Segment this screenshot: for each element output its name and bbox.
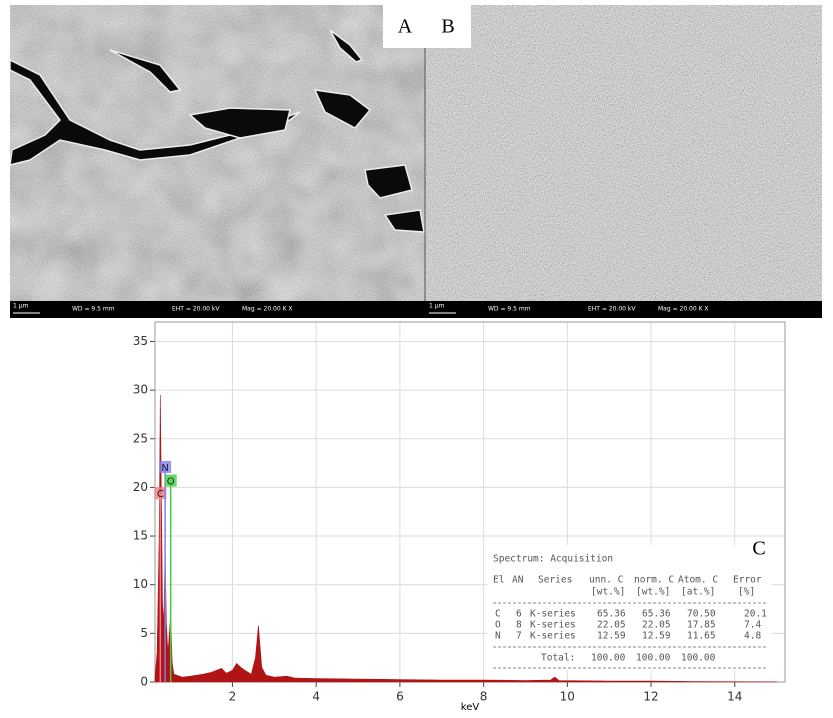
x-axis-label: keV [461, 702, 480, 713]
table-unit: [wt.%] [636, 587, 670, 598]
y-tick-label: 15 [133, 529, 148, 543]
table-cell: 12.59 [642, 631, 671, 642]
sem-eht: EHT = 20.00 kV [588, 306, 636, 313]
panel-label: B [441, 16, 454, 38]
sem-relief [10, 5, 425, 301]
sem-wd: WD = 9.5 mm [488, 306, 531, 313]
table-cell: C [495, 609, 501, 620]
table-title: Spectrum: Acquisition [493, 554, 613, 565]
x-tick-label: 10 [560, 690, 575, 704]
table-header: Error [733, 575, 762, 586]
table-cell: 65.36 [642, 609, 671, 620]
sem-scale: 1 µm [429, 303, 445, 310]
table-cell: K-series [530, 609, 576, 620]
table-cell: K-series [530, 631, 576, 642]
x-tick-label: 6 [396, 690, 404, 704]
y-tick-label: 20 [133, 480, 148, 494]
element-label: N [161, 463, 168, 474]
table-header: norm. C [634, 575, 674, 586]
x-tick-label: 4 [312, 690, 320, 704]
table-cell: 6 [516, 609, 522, 620]
panel-label: C [752, 538, 765, 560]
table-header: AN [512, 575, 524, 586]
table-cell: N [495, 631, 501, 642]
table-header: El [493, 575, 504, 586]
sem-images [10, 5, 822, 318]
table-header: unn. C [589, 575, 623, 586]
sem-mag: Mag = 20.00 K X [242, 306, 293, 313]
element-label: O [167, 477, 175, 488]
table-cell: 22.05 [642, 620, 671, 631]
table-cell: 11.65 [687, 631, 716, 642]
y-tick-label: 35 [133, 334, 148, 348]
figure: A 1 µm WD = 9.5 mm EHT = 20.00 kV Mag = 20.0… [0, 0, 833, 714]
table-cell: 4.8 [744, 631, 761, 642]
y-tick-label: 5 [140, 626, 148, 640]
table-total: 100.00 [591, 653, 626, 664]
x-tick-label: 12 [643, 690, 658, 704]
sem-wd: WD = 9.5 mm [72, 306, 115, 313]
table-cell: 8 [516, 620, 522, 631]
panel-label-box [383, 5, 471, 48]
sem-scale: 1 µm [13, 303, 29, 310]
table-cell: 7.4 [744, 620, 761, 631]
y-tick-label: 0 [140, 675, 148, 689]
sem-eht: EHT = 20.00 kV [172, 306, 220, 313]
element-label: C [157, 489, 164, 500]
table-cell: 65.36 [597, 609, 626, 620]
table-cell: 17.85 [687, 620, 716, 631]
table-unit: [%] [738, 587, 755, 598]
table-cell: 22.05 [597, 620, 626, 631]
y-tick-label: 25 [133, 431, 148, 445]
x-tick-label: 14 [727, 690, 742, 704]
table-total-label: Total: [541, 653, 575, 664]
table-cell: K-series [530, 620, 576, 631]
table-cell: 7 [516, 631, 522, 642]
x-tick-label: 8 [480, 690, 488, 704]
y-tick-label: 10 [133, 577, 148, 591]
table-unit: [wt.%] [591, 587, 625, 598]
table-header: Series [538, 575, 572, 586]
table-cell: 20.1 [744, 609, 767, 620]
y-tick-label: 30 [133, 383, 148, 397]
table-cell: O [495, 620, 501, 631]
table-cell: 70.50 [687, 609, 716, 620]
sem-mag: Mag = 20.00 K X [658, 306, 709, 313]
page: {"sem_panels": [ {"label": "A", "scale":… [0, 0, 833, 714]
panel-label: A [398, 16, 413, 38]
x-tick-label: 2 [229, 690, 237, 704]
table-header: Atom. C [678, 575, 718, 586]
table-total: 100.00 [636, 653, 671, 664]
table-cell: 12.59 [597, 631, 626, 642]
table-unit: [at.%] [681, 587, 715, 598]
table-total: 100.00 [681, 653, 716, 664]
